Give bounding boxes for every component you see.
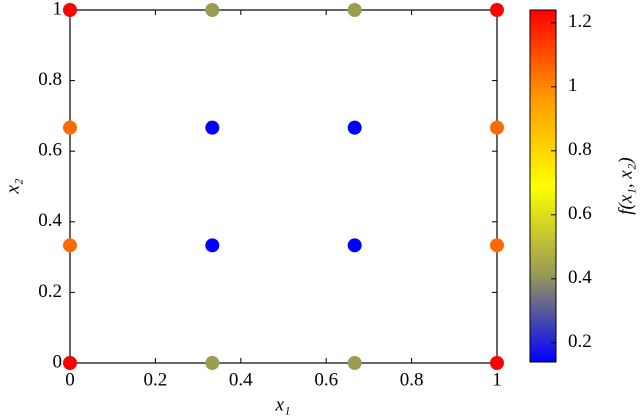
point <box>205 120 220 135</box>
x-tick-label: 0.6 <box>314 369 338 390</box>
y-axis-label: x₂ <box>2 178 23 194</box>
x-tick-label: 0 <box>65 369 75 390</box>
y-tick-label: 0.8 <box>38 69 62 90</box>
x-tick-label: 0.2 <box>144 369 168 390</box>
colorbar <box>529 9 557 363</box>
colorbar-tick-label: 1 <box>568 75 578 96</box>
point <box>490 356 504 370</box>
x-tick-label: 0.8 <box>400 369 424 390</box>
point <box>347 238 362 253</box>
y-tick-label: 0 <box>53 351 63 372</box>
point <box>63 238 77 253</box>
x-axis-label: x₁ <box>274 394 290 415</box>
point <box>347 120 362 135</box>
y-tick-label: 1 <box>53 0 63 19</box>
point <box>347 3 362 17</box>
point <box>205 3 220 17</box>
point <box>63 3 77 17</box>
colorbar-tick-label: 0.2 <box>568 331 592 352</box>
colorbar-tick-label: 1.2 <box>568 11 592 32</box>
y-tick-label: 0.6 <box>38 140 62 161</box>
point <box>490 238 504 253</box>
point <box>205 356 220 370</box>
colorbar-tick-label: 0.4 <box>568 267 592 288</box>
plot-frame <box>69 9 498 364</box>
point <box>63 120 77 135</box>
y-tick-label: 0.4 <box>38 210 62 231</box>
point <box>347 356 362 370</box>
colorbar-tick-label: 0.8 <box>568 139 592 160</box>
point <box>205 238 220 253</box>
x-tick-label: 1 <box>492 369 502 390</box>
colorbar-tick-label: 0.6 <box>568 203 592 224</box>
point <box>490 3 504 17</box>
y-tick-label: 0.2 <box>38 281 62 302</box>
x-tick-label: 0.4 <box>229 369 253 390</box>
point <box>490 120 504 135</box>
point <box>63 356 77 370</box>
colorbar-label: f(x₁, x₂) <box>615 157 636 215</box>
